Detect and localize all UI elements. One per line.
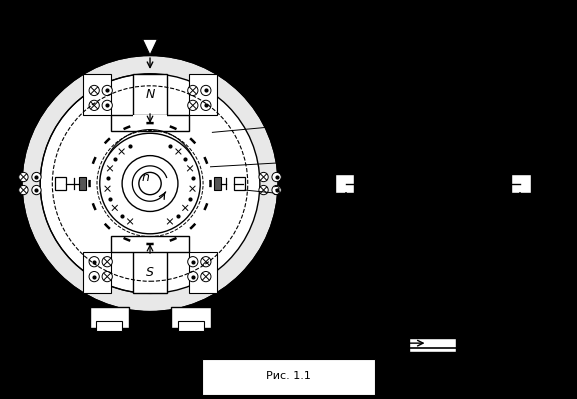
Circle shape	[186, 164, 194, 172]
Text: $I_a$: $I_a$	[313, 160, 323, 175]
Circle shape	[181, 204, 189, 212]
Circle shape	[259, 172, 268, 182]
Text: E: E	[428, 153, 437, 168]
Circle shape	[40, 74, 260, 293]
Text: 3: 3	[272, 185, 280, 198]
Text: $i_a$: $i_a$	[464, 267, 475, 283]
Circle shape	[19, 186, 28, 195]
Bar	[171, 307, 211, 328]
Polygon shape	[83, 74, 111, 115]
Circle shape	[32, 172, 41, 182]
Circle shape	[122, 156, 178, 211]
Text: 2: 2	[260, 71, 268, 84]
Text: $r_H$: $r_H$	[464, 336, 478, 350]
Circle shape	[32, 186, 41, 195]
Circle shape	[111, 155, 119, 163]
Circle shape	[126, 142, 134, 150]
Text: Рис. 1.1: Рис. 1.1	[266, 371, 311, 381]
Bar	[409, 338, 456, 352]
Circle shape	[174, 148, 182, 155]
Circle shape	[272, 172, 281, 182]
Bar	[335, 174, 354, 193]
Polygon shape	[83, 253, 111, 293]
Text: 7: 7	[272, 116, 280, 129]
Polygon shape	[189, 253, 217, 293]
Circle shape	[89, 85, 99, 96]
Circle shape	[102, 257, 113, 267]
Circle shape	[21, 55, 279, 312]
Circle shape	[166, 142, 174, 150]
Circle shape	[106, 164, 114, 172]
Circle shape	[201, 257, 211, 267]
Circle shape	[189, 185, 196, 193]
Circle shape	[201, 85, 211, 96]
Circle shape	[118, 212, 126, 219]
Circle shape	[118, 148, 126, 155]
Circle shape	[100, 133, 200, 234]
Circle shape	[189, 174, 196, 182]
Circle shape	[166, 217, 174, 225]
Text: N: N	[145, 88, 155, 101]
Bar	[178, 321, 204, 331]
Circle shape	[104, 174, 111, 182]
Circle shape	[188, 257, 198, 267]
Bar	[111, 236, 189, 253]
Bar	[111, 115, 189, 131]
Circle shape	[102, 271, 113, 282]
Bar	[96, 321, 122, 331]
Circle shape	[89, 271, 99, 282]
Text: E: E	[428, 203, 437, 217]
Circle shape	[89, 257, 99, 267]
Bar	[214, 178, 221, 190]
Circle shape	[201, 271, 211, 282]
Text: N: N	[427, 19, 439, 34]
Text: 1: 1	[239, 34, 247, 47]
Polygon shape	[189, 74, 217, 115]
Circle shape	[102, 100, 113, 111]
Circle shape	[201, 100, 211, 111]
Circle shape	[19, 172, 28, 182]
Bar	[55, 178, 66, 190]
Circle shape	[126, 217, 134, 225]
Bar	[202, 359, 375, 395]
Circle shape	[106, 195, 114, 203]
Text: S: S	[146, 267, 154, 279]
Bar	[79, 178, 86, 190]
Circle shape	[111, 204, 119, 212]
Text: б): б)	[321, 19, 336, 32]
Circle shape	[181, 155, 189, 163]
Circle shape	[188, 100, 198, 111]
Text: $\Phi_\delta$: $\Phi_\delta$	[141, 20, 159, 35]
Circle shape	[104, 185, 111, 193]
Circle shape	[259, 186, 268, 195]
Circle shape	[89, 100, 99, 111]
Polygon shape	[133, 115, 167, 117]
Text: а): а)	[15, 39, 29, 52]
Text: $i_a$: $i_a$	[464, 80, 475, 96]
Text: $I_a$: $I_a$	[542, 160, 553, 175]
Text: n: n	[141, 172, 149, 184]
Circle shape	[102, 85, 113, 96]
Circle shape	[186, 195, 194, 203]
Polygon shape	[143, 39, 158, 55]
Bar	[89, 307, 129, 328]
Text: 8: 8	[275, 153, 283, 166]
Bar	[133, 251, 167, 293]
Bar	[234, 178, 245, 190]
Circle shape	[188, 271, 198, 282]
Bar	[511, 174, 531, 193]
Circle shape	[139, 172, 161, 195]
Text: S: S	[437, 294, 445, 308]
Circle shape	[272, 186, 281, 195]
Circle shape	[188, 85, 198, 96]
Circle shape	[174, 212, 182, 219]
Text: U: U	[385, 334, 395, 348]
Polygon shape	[133, 74, 167, 117]
